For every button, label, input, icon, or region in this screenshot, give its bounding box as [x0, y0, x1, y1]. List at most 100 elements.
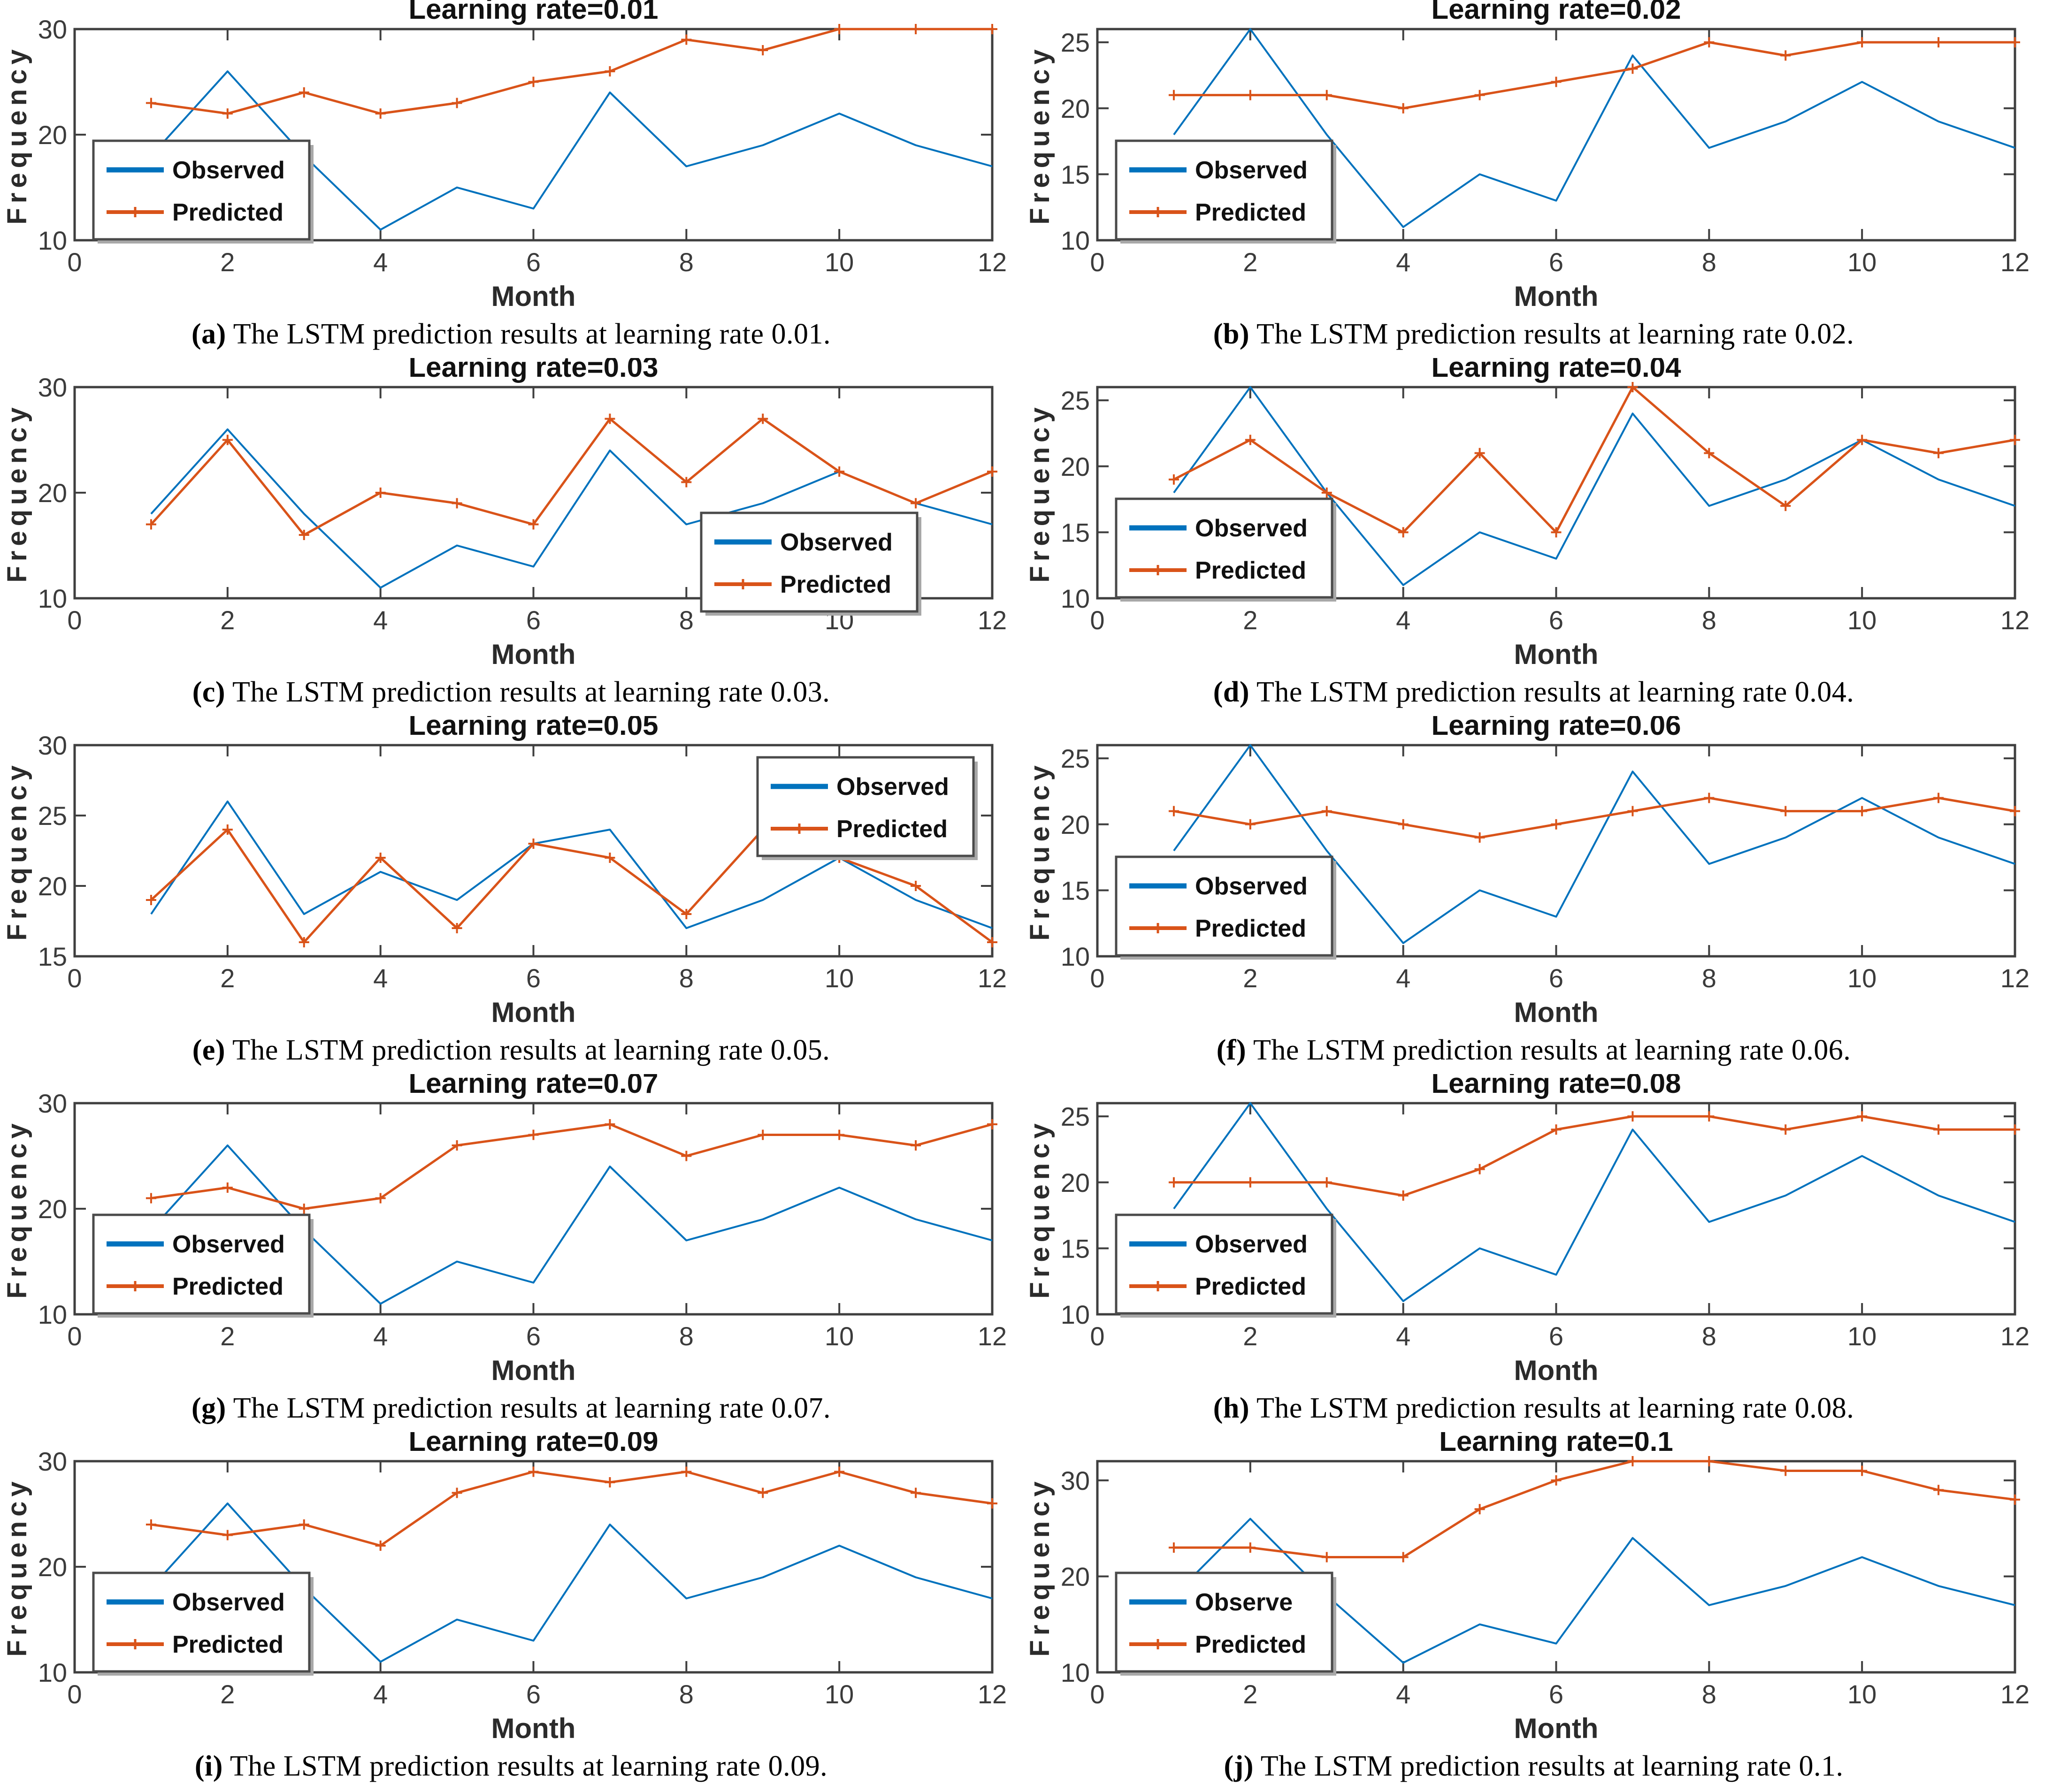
x-tick-label: 12: [978, 1321, 1007, 1351]
predicted-marker: [1703, 448, 1714, 458]
legend-predicted-marker: [130, 1639, 140, 1649]
predicted-marker: [758, 413, 768, 424]
x-tick-label: 2: [220, 963, 235, 993]
predicted-marker: [1321, 488, 1332, 498]
predicted-marker: [681, 477, 692, 488]
predicted-line: [1173, 1460, 2015, 1559]
predicted-marker: [375, 488, 386, 498]
predicted-marker: [299, 87, 309, 98]
y-tick-label: 25: [1060, 1102, 1089, 1131]
predicted-marker: [1245, 819, 1256, 830]
x-tick-label: 2: [1243, 963, 1257, 993]
chart-d-canvas: Learning rate=0.04 0 2 4 6 8 10 12 10 15 20 25 Month…: [1029, 358, 2038, 675]
predicted-marker: [1627, 63, 1638, 74]
x-tick-label: 10: [1847, 963, 1876, 993]
predicted-marker: [1933, 448, 1944, 458]
predicted-marker: [1703, 37, 1714, 48]
predicted-marker: [911, 24, 921, 34]
x-tick-label: 4: [1396, 247, 1410, 277]
legend-observed-label: Observed: [836, 773, 949, 801]
x-axis-label: Month: [1514, 1713, 1598, 1744]
legend-observed-label: Observed: [172, 1589, 285, 1616]
x-tick-label: 4: [1396, 1679, 1410, 1709]
legend-observed-label: Observe: [1195, 1589, 1293, 1616]
x-tick-label: 4: [373, 247, 388, 277]
predicted-marker: [222, 108, 233, 119]
predicted-marker: [299, 530, 309, 540]
chart-b-figure: Learning rate=0.02 0 2 4 6 8 10 12 10 15 20 25 Month…: [1029, 0, 2038, 317]
predicted-marker: [1168, 1177, 1179, 1188]
predicted-marker: [1780, 1124, 1791, 1135]
predicted-marker: [605, 1477, 615, 1487]
predicted-marker: [1245, 1542, 1256, 1553]
y-tick-label: 10: [38, 1300, 67, 1329]
y-tick-label: 30: [38, 373, 67, 402]
predicted-marker: [1321, 806, 1332, 816]
chart-panel-j: Learning rate=0.1 0 2 4 6 8 10 12 10 20 30 Month Fre…: [1022, 1432, 2045, 1790]
predicted-marker: [452, 923, 462, 933]
predicted-marker: [987, 24, 997, 34]
chart-a-figure: Learning rate=0.01 0 2 4 6 8 10 12 10 20 30 Month Fr…: [7, 0, 1016, 317]
chart-title: Learning rate=0.04: [1431, 358, 1681, 383]
predicted-marker: [758, 45, 768, 55]
plot-border: [1096, 386, 2016, 600]
predicted-marker: [146, 98, 156, 108]
y-tick-label: 10: [38, 1658, 67, 1687]
chart-d-figure: Learning rate=0.04 0 2 4 6 8 10 12 10 15 20 25 Month…: [1029, 358, 2038, 675]
y-axis-label: Frequency: [7, 403, 32, 582]
predicted-marker: [1398, 1552, 1409, 1563]
x-tick-label: 0: [1090, 247, 1104, 277]
predicted-marker: [375, 1540, 386, 1551]
x-tick-label: 6: [526, 605, 541, 635]
predicted-marker: [375, 853, 386, 863]
caption-a-letter: (a): [191, 318, 226, 350]
y-tick-label: 20: [1060, 1168, 1089, 1197]
predicted-line: [151, 1123, 993, 1210]
x-tick-label: 0: [67, 963, 82, 993]
legend-predicted-label: Predicted: [1195, 199, 1306, 226]
caption-a-text: The LSTM prediction results at learning …: [226, 318, 831, 350]
x-tick-label: 6: [1548, 1321, 1563, 1351]
predicted-marker: [1780, 50, 1791, 61]
x-tick-label: 12: [2000, 963, 2029, 993]
predicted-marker: [605, 66, 615, 76]
x-tick-label: 12: [2000, 1321, 2029, 1351]
chart-e-canvas: Learning rate=0.05 0 2 4 6 8 10 12 15 20 25 30 Month…: [7, 716, 1016, 1033]
observed-line: [1172, 28, 2015, 228]
caption-h-text: The LSTM prediction results at learning …: [1249, 1392, 1854, 1424]
chart-c-figure: Learning rate=0.030 2 4 6 8 10 12102030MonthFr…: [7, 358, 1016, 675]
caption-g-text: The LSTM prediction results at learning …: [226, 1392, 831, 1424]
x-tick-label: 10: [825, 1321, 854, 1351]
predicted-marker: [605, 1119, 615, 1129]
legend: Observed Predicted: [1115, 139, 1336, 244]
predicted-marker: [987, 1498, 997, 1509]
predicted-marker: [1245, 435, 1256, 445]
legend-predicted-label: Predicted: [836, 816, 948, 843]
caption-j-letter: (j): [1224, 1750, 1254, 1782]
predicted-marker: [1627, 1456, 1638, 1466]
legend-box: [1115, 1571, 1333, 1673]
chart-panel-g: Learning rate=0.07 0 2 4 6 8 10 12 10 20 30 Month Fr…: [0, 1074, 1022, 1432]
x-tick-label: 8: [1701, 605, 1716, 635]
predicted-marker: [452, 498, 462, 509]
predicted-marker: [1168, 90, 1179, 100]
predicted-marker: [987, 1119, 997, 1129]
legend-predicted-marker: [1152, 923, 1163, 933]
caption-e-letter: (e): [192, 1034, 226, 1066]
predicted-marker: [681, 1151, 692, 1161]
predicted-marker: [375, 1193, 386, 1204]
x-tick-label: 8: [679, 1679, 694, 1709]
predicted-marker: [1703, 1111, 1714, 1122]
y-tick-label: 10: [1060, 1300, 1089, 1329]
chart-title: Learning rate=0.06: [1431, 716, 1681, 741]
y-tick-label: 10: [1060, 942, 1089, 971]
x-tick-label: 0: [67, 605, 82, 635]
caption-j-text: The LSTM prediction results at learning …: [1253, 1750, 1844, 1782]
chart-panel-c: Learning rate=0.03 0 2 4 6 8 10 12 10 20 30 Month Fr…: [0, 358, 1022, 716]
y-tick-label: 20: [1060, 810, 1089, 839]
caption-i-letter: (i): [194, 1750, 223, 1782]
predicted-marker: [1551, 1124, 1561, 1135]
x-tick-label: 2: [1243, 605, 1257, 635]
y-tick-label: 25: [1060, 744, 1089, 773]
legend: Observed Predicted: [92, 1571, 314, 1676]
